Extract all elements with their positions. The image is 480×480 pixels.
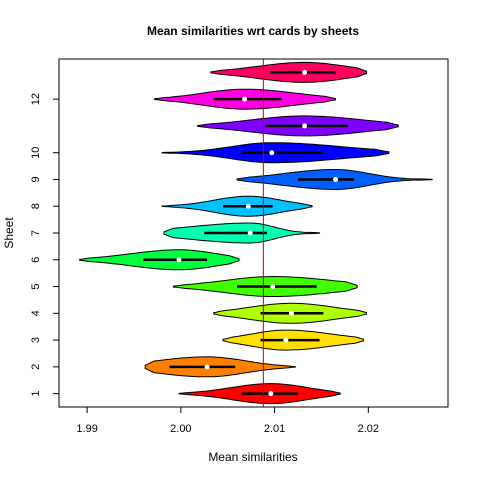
x-tick-label: 2.02 — [358, 423, 379, 435]
plot-area — [79, 59, 433, 407]
y-tick-label: 1 — [30, 391, 42, 397]
violin-median — [269, 150, 275, 156]
x-axis: 1.99 2.00 2.01 2.02 — [76, 406, 379, 435]
violin-sheet-13 — [210, 61, 367, 83]
violin-sheet-10 — [161, 142, 390, 164]
x-tick-label: 2.01 — [264, 423, 285, 435]
y-tick-label: 5 — [30, 283, 42, 289]
violin-sheet-6 — [79, 249, 240, 271]
violin-sheet-2 — [144, 356, 296, 378]
violin-sheet-9 — [236, 169, 433, 191]
violin-median — [333, 176, 339, 182]
violin-median — [283, 337, 289, 343]
y-tick-label: 2 — [30, 364, 42, 370]
violin-median — [242, 96, 248, 102]
violin-median — [288, 310, 294, 316]
violin-sheet-11 — [197, 115, 399, 137]
violin-sheet-1 — [178, 383, 341, 405]
y-tick-label: 12 — [30, 93, 42, 105]
violin-median — [302, 69, 308, 75]
y-axis-label: Sheet — [2, 217, 16, 249]
violin-median — [268, 391, 274, 397]
violin-median — [302, 123, 308, 129]
violin-sheet-5 — [172, 275, 358, 297]
violin-median — [176, 257, 182, 263]
y-tick-label: 8 — [30, 203, 42, 209]
y-tick-label: 10 — [30, 147, 42, 159]
chart-title: Mean similarities wrt cards by sheets — [147, 24, 359, 38]
violin-sheet-3 — [222, 329, 365, 351]
violin-median — [245, 203, 251, 209]
y-tick-label: 4 — [30, 310, 42, 316]
violin-median — [204, 364, 210, 370]
y-tick-label: 9 — [30, 176, 42, 182]
violin-sheet-7 — [163, 222, 321, 244]
x-tick-label: 1.99 — [76, 423, 97, 435]
y-tick-label: 7 — [30, 230, 42, 236]
y-tick-label: 6 — [30, 257, 42, 263]
violin-median — [247, 230, 253, 236]
violin-sheet-4 — [213, 302, 367, 324]
violin-sheet-12 — [154, 88, 336, 110]
y-tick-label: 3 — [30, 337, 42, 343]
x-tick-label: 2.00 — [170, 423, 191, 435]
violin-median — [270, 284, 276, 290]
x-axis-label: Mean similarities — [208, 450, 297, 464]
violin-sheet-8 — [161, 195, 313, 217]
